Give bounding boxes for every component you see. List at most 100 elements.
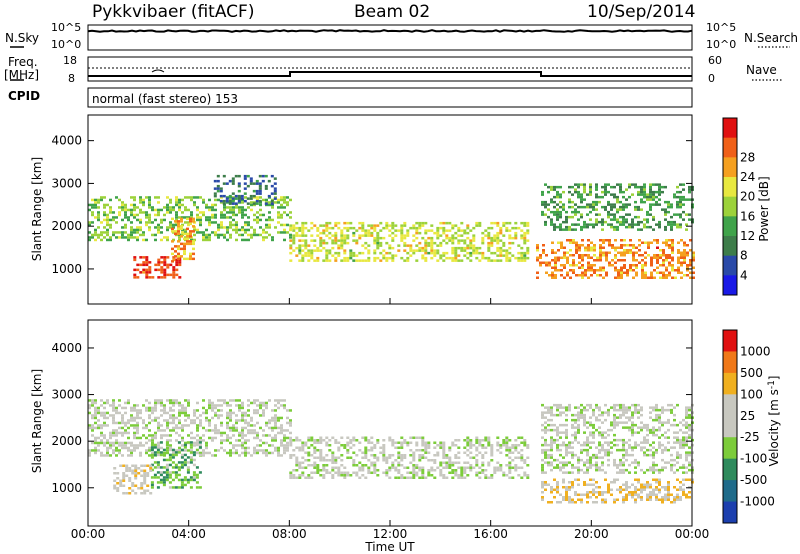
heatmap-cell-0-5 [685, 198, 688, 201]
heatmap-cell-0-0 [97, 233, 100, 237]
heatmap-cell-0-3 [466, 256, 470, 260]
heatmap-cell-1-5 [562, 463, 565, 467]
heatmap-cell-0-5 [679, 198, 682, 201]
heatmap-cell-1-5 [580, 448, 583, 452]
heatmap-cell-0-3 [298, 251, 302, 255]
heatmap-cell-0-0 [124, 203, 127, 207]
heatmap-cell-1-5 [646, 448, 649, 452]
heatmap-cell-1-1 [502, 444, 506, 447]
heatmap-cell-0-0 [256, 218, 259, 222]
heatmap-cell-0-3 [526, 251, 530, 255]
heatmap-cell-1-2 [186, 456, 190, 459]
heatmap-cell-1-4 [586, 493, 589, 496]
heatmap-cell-0-4 [683, 249, 686, 252]
heatmap-cell-0-3 [454, 254, 458, 257]
heatmap-cell-0-3 [469, 254, 473, 257]
heatmap-cell-1-1 [403, 476, 407, 479]
heatmap-cell-0-0 [136, 226, 139, 229]
heatmap-cell-1-4 [688, 478, 691, 481]
heatmap-cell-1-0 [274, 414, 277, 417]
heatmap-cell-0-4 [686, 264, 689, 267]
heatmap-cell-0-3 [511, 254, 515, 257]
heatmap-cell-1-4 [565, 491, 568, 494]
heatmap-cell-1-0 [136, 431, 139, 435]
heatmap-cell-1-4 [595, 486, 598, 489]
heatmap-cell-1-4 [664, 498, 667, 501]
heatmap-cell-1-0 [154, 431, 157, 435]
heatmap-cell-1-5 [637, 463, 640, 467]
heatmap-cell-1-1 [316, 441, 320, 444]
heatmap-cell-0-0 [280, 206, 283, 209]
heatmap-cell-0-0 [223, 226, 226, 229]
heatmap-cell-1-5 [649, 466, 652, 469]
heatmap-cell-1-5 [658, 446, 661, 449]
heatmap-cell-1-0 [271, 444, 274, 447]
heatmap-cell-1-5 [670, 453, 673, 457]
heatmap-cell-1-5 [550, 406, 553, 409]
heatmap-cell-0-3 [325, 221, 329, 225]
heatmap-cell-1-5 [616, 421, 619, 424]
heatmap-cell-1-0 [175, 416, 178, 420]
heatmap-cell-0-6 [228, 179, 232, 183]
heatmap-cell-1-5 [676, 451, 679, 454]
heatmap-cell-1-0 [103, 406, 106, 410]
heatmap-cell-1-0 [232, 429, 235, 432]
heatmap-cell-1-0 [115, 421, 118, 425]
heatmap-cell-0-0 [271, 218, 274, 222]
heatmap-cell-0-2 [174, 245, 177, 248]
heatmap-cell-0-4 [629, 264, 632, 267]
heatmap-cell-0-3 [490, 241, 494, 245]
heatmap-cell-1-1 [367, 449, 371, 452]
heatmap-cell-0-3 [487, 234, 491, 237]
heatmap-cell-1-2 [192, 453, 196, 457]
heatmap-cell-0-0 [169, 223, 172, 227]
heatmap-cell-0-5 [559, 210, 562, 214]
heatmap-cell-0-0 [199, 216, 202, 219]
heatmap-cell-0-0 [169, 211, 172, 214]
heatmap-cell-0-3 [475, 246, 479, 250]
heatmap-cell-0-4 [656, 239, 659, 242]
heatmap-cell-0-5 [589, 223, 592, 226]
heatmap-cell-0-0 [196, 213, 199, 217]
heatmap-cell-1-2 [159, 471, 163, 474]
heatmap-cell-0-3 [319, 241, 323, 245]
heatmap-cell-0-2 [189, 255, 192, 258]
heatmap-cell-0-0 [232, 208, 235, 212]
heatmap-cell-1-1 [448, 461, 452, 464]
heatmap-cell-0-5 [562, 190, 565, 194]
heatmap-cell-0-6 [273, 182, 277, 185]
heatmap-cell-0-3 [409, 246, 413, 250]
heatmap-cell-0-5 [628, 203, 631, 206]
heatmap-cell-1-5 [658, 413, 661, 417]
heatmap-cell-1-0 [94, 449, 97, 452]
heatmap-cell-1-2 [180, 486, 184, 489]
heatmap-cell-1-4 [676, 496, 679, 499]
heatmap-cell-0-3 [304, 234, 308, 237]
heatmap-cell-0-2 [177, 227, 180, 231]
heatmap-cell-0-0 [196, 206, 199, 209]
heatmap-cell-0-1 [139, 263, 143, 267]
heatmap-cell-1-5 [673, 463, 676, 467]
heatmap-cell-0-0 [235, 213, 238, 217]
heatmap-cell-0-0 [163, 218, 166, 222]
heatmap-cell-0-4 [602, 251, 605, 254]
heatmap-cell-0-0 [103, 213, 106, 217]
heatmap-cell-1-1 [520, 456, 524, 459]
heatmap-cell-0-5 [580, 228, 583, 231]
heatmap-cell-0-4 [656, 271, 659, 274]
heatmap-cell-0-5 [598, 200, 601, 204]
heatmap-cell-1-5 [556, 426, 559, 429]
heatmap-cell-0-2 [186, 242, 189, 246]
heatmap-cell-0-0 [223, 236, 226, 239]
heatmap-cell-0-0 [259, 208, 262, 212]
heatmap-cell-0-5 [616, 228, 619, 231]
heatmap-cell-0-3 [361, 226, 365, 230]
heatmap-cell-1-4 [658, 483, 661, 486]
heatmap-cell-0-3 [340, 234, 344, 237]
heatmap-cell-1-0 [235, 449, 238, 452]
heatmap-cell-1-0 [145, 409, 148, 412]
heatmap-cell-1-0 [280, 439, 283, 442]
heatmap-cell-1-5 [610, 441, 613, 444]
heatmap-cell-1-0 [190, 436, 193, 440]
heatmap-cell-1-1 [481, 471, 485, 474]
